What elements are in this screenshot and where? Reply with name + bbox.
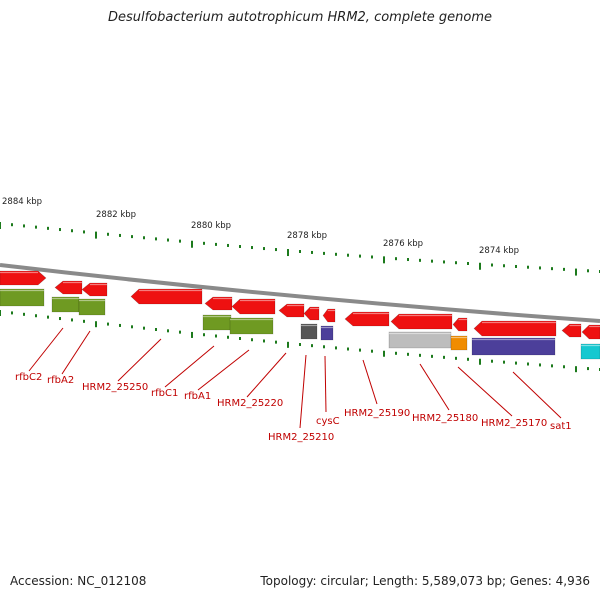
leader-line [324,355,327,413]
gene-feature [471,337,556,356]
genome-summary-text: Topology: circular; Length: 5,589,073 bp… [260,574,590,588]
gene-label: cysC [316,416,340,427]
gene-feature [322,308,336,323]
leader-line [164,345,215,388]
gene-feature [204,296,233,311]
leader-line-layer [28,327,562,429]
gene-label: rfbA2 [47,375,74,386]
gene-feature [278,303,305,318]
leader-line [419,363,450,411]
backbone-line [0,263,600,323]
gene-feature [202,314,232,331]
gene-label: HRM2_25180 [412,413,478,424]
gene-feature [580,343,600,360]
gene-feature [81,282,108,297]
tick-layer [0,222,600,373]
gene-feature [300,323,318,340]
leader-line [117,338,162,382]
gene-feature [303,306,320,321]
gene-label: HRM2_25170 [481,418,547,429]
gene-feature [561,323,582,338]
leader-line [457,366,513,417]
gene-feature [78,298,106,316]
gene-feature [0,288,45,307]
leader-line [61,330,91,375]
gene-label: HRM2_25220 [217,398,283,409]
gene-label: sat1 [550,421,572,432]
gene-feature [388,331,452,349]
gene-feature [450,335,468,351]
leader-line [512,371,562,419]
label-layer: 2884 kbp 2882 kbp 2880 kbp 2878 kbp 2876… [2,197,572,443]
scale-label: 2880 kbp [191,221,231,231]
scale-label: 2874 kbp [479,246,519,256]
leader-line [246,352,287,398]
gene-feature [452,317,468,332]
gene-feature [231,298,276,315]
gene-feature [473,320,557,337]
track-layer [0,263,600,323]
accession-text: Accession: NC_012108 [10,574,147,588]
gene-feature [581,324,600,340]
gene-feature [54,280,83,295]
gene-label: HRM2_25190 [344,408,410,419]
scale-label: 2884 kbp [2,197,42,207]
scale-label: 2876 kbp [383,239,423,249]
gene-feature [130,288,203,305]
gene-label: rfbC1 [151,388,178,399]
scale-label: 2878 kbp [287,231,327,241]
map-title: Desulfobacterium autotrophicum HRM2, com… [107,10,493,25]
gene-feature [51,296,80,313]
gene-feature [0,270,47,286]
gene-feature [229,317,274,335]
leader-line [197,349,250,391]
gene-feature [320,325,334,341]
gene-label: rfbC2 [15,372,42,383]
gene-label: HRM2_25210 [268,432,334,443]
gene-feature [344,311,390,327]
gene-label: HRM2_25250 [82,382,148,393]
leader-line [362,359,378,405]
scale-label: 2882 kbp [96,210,136,220]
gene-feature [390,313,453,330]
gene-feature-layer [0,270,600,360]
leader-line [299,354,307,429]
leader-line [28,327,64,372]
gene-label: rfbA1 [184,391,211,402]
